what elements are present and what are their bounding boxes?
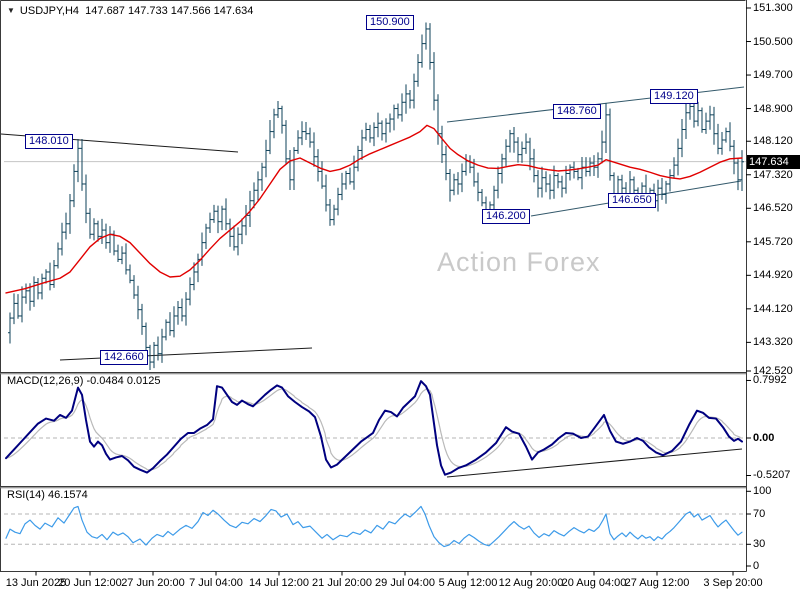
moving-average-line — [5, 124, 743, 294]
watermark: Action Forex — [437, 247, 601, 277]
rsi-line — [5, 505, 743, 548]
trendline-support-142660 — [59, 347, 313, 361]
trendline-macd-support — [446, 448, 743, 478]
trendline-resistance-148010 — [0, 133, 239, 153]
macd-line — [5, 380, 743, 476]
trendline-channel-upper — [446, 86, 745, 123]
macd-signal-line — [5, 388, 741, 471]
